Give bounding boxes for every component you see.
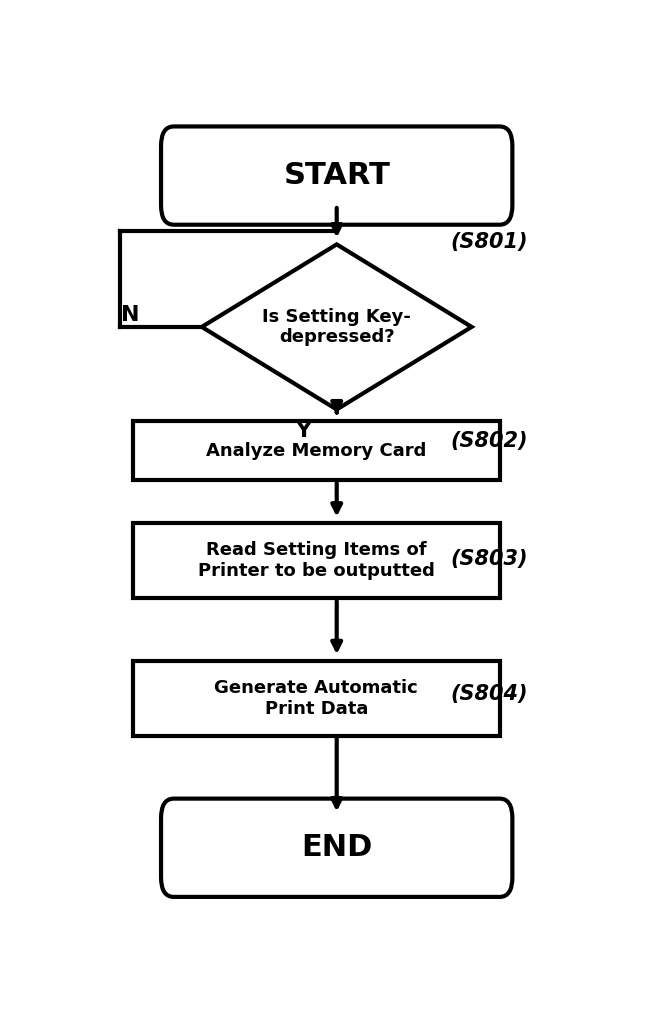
Text: (S801): (S801) <box>451 232 528 252</box>
Text: (S802): (S802) <box>451 431 528 451</box>
Bar <box>133 524 500 598</box>
Polygon shape <box>202 244 472 409</box>
Text: Generate Automatic
Print Data: Generate Automatic Print Data <box>214 679 419 718</box>
Bar <box>133 661 500 736</box>
Text: Y: Y <box>296 421 311 441</box>
Text: END: END <box>301 833 373 863</box>
Text: (S804): (S804) <box>451 684 528 704</box>
FancyBboxPatch shape <box>161 798 512 896</box>
Bar <box>133 422 500 480</box>
Text: (S803): (S803) <box>451 549 528 569</box>
FancyBboxPatch shape <box>161 127 512 225</box>
Text: START: START <box>283 161 390 190</box>
Text: Is Setting Key-
depressed?: Is Setting Key- depressed? <box>262 307 411 346</box>
Text: Read Setting Items of
Printer to be outputted: Read Setting Items of Printer to be outp… <box>198 541 435 580</box>
Text: N: N <box>122 305 140 325</box>
Text: Analyze Memory Card: Analyze Memory Card <box>206 442 426 459</box>
